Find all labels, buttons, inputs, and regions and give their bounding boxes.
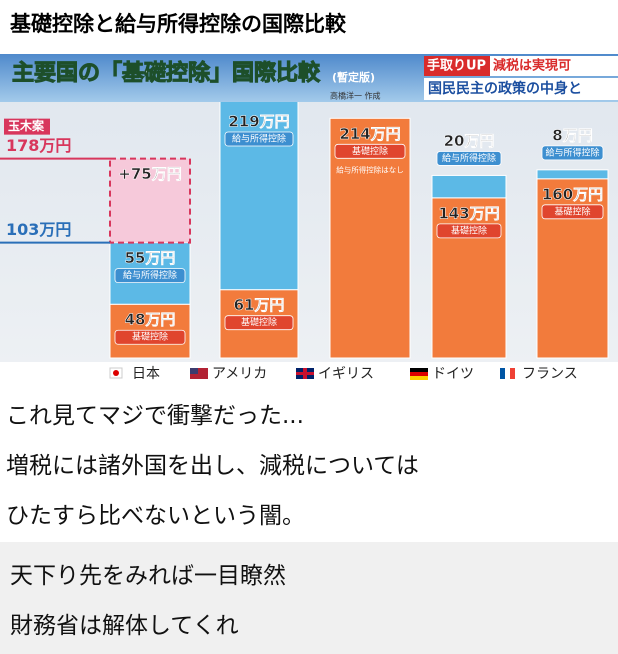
bar-segment [109, 157, 191, 244]
series-tag [224, 315, 294, 331]
series-label: 基礎控除 [241, 316, 277, 328]
series-tag [541, 204, 604, 220]
banner-box [424, 78, 618, 100]
series-tag [436, 223, 502, 239]
series-tag [436, 151, 502, 166]
category-label: ドイツ [432, 366, 474, 382]
value-label: 55万円 [125, 249, 176, 267]
comment-line: 天下り先をみれば一目瞭然 [10, 563, 286, 589]
bar-segment [431, 174, 507, 199]
flag [113, 370, 119, 376]
credit: 高橋洋一 作成 [330, 91, 381, 101]
value-label: 48万円 [125, 311, 176, 329]
category-label: フランス [522, 366, 578, 382]
value-label: 214万円 [339, 125, 400, 143]
series-tag [541, 145, 604, 161]
category-label: アメリカ [212, 366, 267, 382]
chart-title: 主要国の「基礎控除」国際比較 [12, 60, 321, 86]
post-title: 基礎控除と給与所得控除の国際比較 [10, 12, 346, 36]
reference-label: 178万円 [6, 136, 71, 155]
annotation: 給与所得控除はなし [336, 164, 404, 174]
flag [296, 372, 314, 375]
series-label: 給与所得控除 [232, 133, 286, 145]
series-tag [114, 268, 186, 284]
banner-text: 手取りUP [427, 58, 486, 74]
value-label: 8万円 [552, 126, 592, 144]
series-tag [114, 329, 186, 345]
flag [505, 368, 510, 379]
value-label: 20万円 [444, 132, 495, 150]
series-tag [224, 131, 294, 147]
category-label: イギリス [318, 366, 374, 382]
series-label: 給与所得控除 [545, 146, 599, 158]
series-tag [334, 143, 406, 159]
value-label: 160万円 [542, 185, 603, 203]
category-label: 日本 [132, 366, 160, 382]
banner-box [490, 56, 618, 76]
series-label: 給与所得控除 [123, 269, 177, 281]
flag [410, 372, 428, 376]
chart-background [0, 54, 618, 386]
value-label: 143万円 [438, 204, 499, 222]
series-label: 基礎控除 [451, 224, 487, 236]
banner-text: 減税は実現可 [493, 58, 571, 74]
body-line: ひたすら比べないという闇。 [6, 503, 305, 529]
comment-box [0, 542, 618, 654]
value-label: 61万円 [234, 296, 285, 314]
body-line: 増税には諸外国を出し、減税については [6, 453, 419, 479]
series-label: 基礎控除 [554, 205, 590, 217]
flag [410, 376, 428, 380]
chart: 48万円基礎控除55万円給与所得控除+75万円61万円基礎控除219万円給与所得… [0, 54, 618, 386]
series-label: 給与所得控除 [442, 152, 496, 164]
value-label: +75万円 [118, 165, 181, 183]
series-label: 基礎控除 [132, 331, 168, 343]
value-label: 219万円 [228, 113, 289, 131]
proposal-tag [4, 118, 50, 135]
flag [190, 368, 198, 374]
chart-subtitle: (暫定版) [332, 70, 375, 84]
flag [510, 368, 515, 379]
proposal-label: 玉木案 [8, 118, 45, 133]
flag [190, 368, 208, 379]
banner-box [424, 56, 490, 76]
body-line: これ見てマジで衝撃だった... [6, 403, 304, 429]
banner-text: 国民民主の政策の中身と [428, 80, 582, 97]
flag [410, 368, 428, 372]
reference-label: 103万円 [6, 220, 71, 239]
comment-line: 財務省は解体してくれ [10, 613, 239, 639]
series-label: 基礎控除 [352, 145, 388, 157]
flag [500, 368, 505, 379]
bar-segment [536, 169, 609, 180]
